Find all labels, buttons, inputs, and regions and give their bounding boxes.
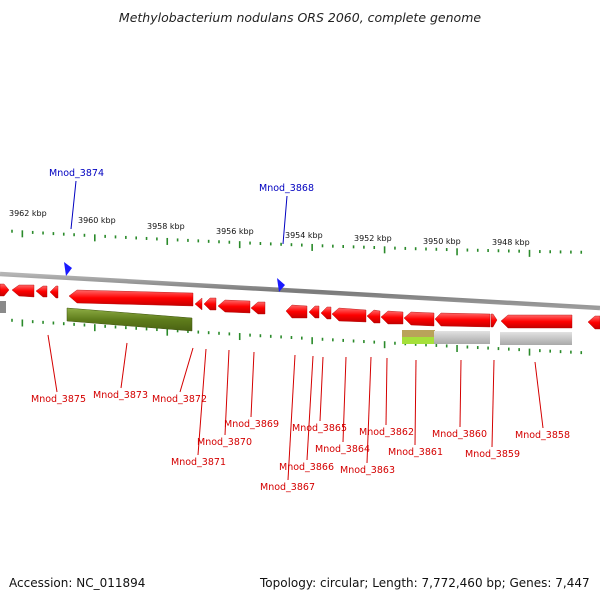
callout-line bbox=[224, 349, 230, 436]
callout-line bbox=[385, 357, 388, 426]
ruler-label: 3960 kbp bbox=[78, 216, 116, 225]
genome-backbone bbox=[0, 271, 600, 311]
ruler-label: 3958 kbp bbox=[147, 222, 185, 231]
gene-arrow bbox=[285, 304, 308, 319]
callout-line bbox=[414, 359, 417, 446]
gene-arrow bbox=[11, 284, 35, 298]
feature-grey-blocks bbox=[402, 330, 572, 345]
gene-arrows bbox=[0, 283, 600, 330]
gene-label: Mnod_3865 bbox=[292, 423, 347, 434]
feature-tan bbox=[402, 330, 435, 337]
feature-grey bbox=[500, 332, 572, 345]
callout-line bbox=[179, 347, 194, 393]
gene-arrow bbox=[203, 297, 217, 311]
gene-arrow bbox=[587, 315, 600, 330]
gene-arrow bbox=[380, 310, 404, 325]
feature-grey bbox=[434, 331, 490, 344]
gene-label: Mnod_3859 bbox=[465, 449, 520, 460]
callout-line bbox=[47, 334, 58, 393]
ruler-label: 3948 kbp bbox=[492, 238, 530, 247]
feature-olive bbox=[66, 307, 193, 332]
ruler-ticks-lower bbox=[11, 318, 583, 356]
ruler-label: 3950 kbp bbox=[423, 237, 461, 246]
callout-line bbox=[319, 356, 324, 422]
callout-line bbox=[287, 354, 296, 481]
gene-label: Mnod_3870 bbox=[197, 437, 252, 448]
gene-label: Mnod_3873 bbox=[93, 390, 148, 401]
callout-line bbox=[70, 180, 77, 230]
gene-arrow bbox=[49, 285, 59, 299]
ruler-label: 3962 kbp bbox=[9, 209, 47, 218]
callout-line bbox=[534, 361, 544, 429]
callout-line bbox=[306, 355, 314, 461]
gene-label: Mnod_3869 bbox=[224, 419, 279, 430]
accession-text: Accession: NC_011894 bbox=[9, 576, 146, 590]
gene-label: Mnod_3862 bbox=[359, 427, 414, 438]
callout-line bbox=[197, 348, 207, 456]
gene-label: Mnod_3860 bbox=[432, 429, 487, 440]
gene-label: Mnod_3864 bbox=[315, 444, 370, 455]
gene-arrow bbox=[68, 289, 194, 307]
gene-label: Mnod_3875 bbox=[31, 394, 86, 405]
callout-line bbox=[250, 351, 255, 418]
topology-text: Topology: circular; Length: 7,772,460 bp… bbox=[260, 576, 590, 590]
callout-line bbox=[491, 359, 495, 448]
gene-arrow bbox=[500, 314, 573, 329]
ruler-label: 3954 kbp bbox=[285, 231, 323, 240]
gene-arrow bbox=[194, 297, 203, 311]
gene-label: Mnod_3872 bbox=[152, 394, 207, 405]
gene-arrow bbox=[434, 312, 491, 328]
gene-arrow bbox=[35, 285, 48, 298]
gene-label: Mnod_3867 bbox=[260, 482, 315, 493]
callout-line bbox=[282, 195, 288, 245]
gene-arrow bbox=[0, 283, 10, 297]
gene-label: Mnod_3866 bbox=[279, 462, 334, 473]
map-title: Methylobacterium nodulans ORS 2060, comp… bbox=[118, 10, 482, 25]
gene-arrow bbox=[217, 299, 251, 314]
feature-lime bbox=[402, 337, 435, 344]
gene-arrow bbox=[250, 301, 266, 315]
gene-callout-lines bbox=[47, 334, 544, 481]
callout-line bbox=[120, 342, 128, 389]
callout-line bbox=[459, 359, 462, 428]
highlight-label-mnod-3868: Mnod_3868 bbox=[259, 183, 314, 194]
marker-mnod-3874 bbox=[64, 262, 72, 276]
gene-arrow bbox=[403, 311, 435, 327]
gene-label: Mnod_3871 bbox=[171, 457, 226, 468]
gene-arrow bbox=[490, 313, 498, 328]
ruler-ticks-upper bbox=[11, 229, 583, 257]
highlight-label-mnod-3874: Mnod_3874 bbox=[49, 168, 104, 179]
feature-grey-stub bbox=[0, 301, 6, 313]
marker-mnod-3868 bbox=[277, 278, 285, 292]
gene-label: Mnod_3858 bbox=[515, 430, 570, 441]
gene-arrow bbox=[366, 309, 381, 324]
callout-line bbox=[342, 356, 347, 443]
highlight-markers bbox=[64, 180, 288, 292]
ruler-label: 3952 kbp bbox=[354, 234, 392, 243]
gene-arrow bbox=[331, 307, 367, 323]
gene-label: Mnod_3861 bbox=[388, 447, 443, 458]
ruler-label: 3956 kbp bbox=[216, 227, 254, 236]
gene-label: Mnod_3863 bbox=[340, 465, 395, 476]
gene-arrow bbox=[320, 306, 332, 320]
callout-line bbox=[366, 356, 372, 464]
gene-arrow bbox=[308, 305, 320, 319]
